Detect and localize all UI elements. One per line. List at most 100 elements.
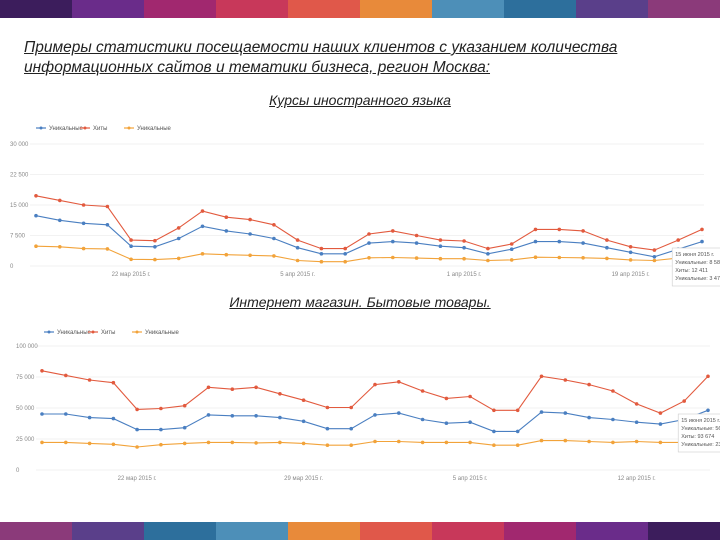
data-point (81, 221, 86, 226)
data-point (391, 255, 395, 260)
data-point (105, 223, 110, 227)
data-point (414, 233, 419, 238)
decor-segment (72, 0, 144, 18)
y-tick-label: 75 000 (16, 375, 35, 381)
data-point (486, 246, 490, 251)
data-point (438, 256, 443, 261)
data-point (278, 440, 282, 445)
tooltip-box (671, 247, 720, 287)
data-point (468, 420, 472, 424)
x-tick-label: 5 апр 2015 г. (280, 272, 315, 278)
decor-segment (288, 522, 360, 540)
y-tick-label: 15 000 (10, 203, 29, 209)
data-point (272, 223, 276, 227)
data-point (682, 399, 686, 403)
legend-marker (83, 126, 87, 130)
legend-marker (127, 126, 131, 130)
x-tick-label: 1 апр 2015 г. (447, 272, 482, 278)
tooltip-line: Уникальные: 3 475 (675, 276, 720, 282)
tooltip-line: 15 июня 2015 г. (681, 418, 720, 424)
series-line (35, 215, 703, 258)
decor-segment (504, 0, 576, 18)
data-point (373, 439, 377, 444)
data-point (206, 385, 211, 390)
data-point (343, 259, 348, 264)
x-tick-label: 19 апр 2015 г. (612, 272, 650, 278)
decor-segment (648, 0, 720, 18)
data-point (319, 259, 324, 264)
data-point (153, 245, 157, 249)
data-point (420, 389, 425, 393)
data-point (462, 245, 466, 250)
data-point (611, 440, 615, 445)
tooltip-line: Хиты: 12 411 (675, 268, 708, 274)
data-point (135, 445, 139, 449)
data-point (533, 227, 538, 232)
x-tick-label: 22 мар 2015 г. (112, 272, 151, 278)
data-point (420, 417, 425, 422)
data-point (349, 443, 354, 447)
data-point (81, 246, 86, 251)
data-point (182, 425, 187, 430)
data-point (200, 252, 205, 256)
data-point (129, 257, 133, 262)
y-tick-label: 0 (16, 468, 20, 474)
tooltip-box (677, 413, 720, 453)
legend-marker (135, 330, 139, 334)
data-point (206, 413, 211, 417)
legend-label: Хиты (93, 126, 107, 132)
data-point (135, 427, 139, 432)
data-point (325, 426, 330, 431)
data-point (182, 441, 187, 446)
data-point (200, 224, 205, 229)
data-point (414, 256, 419, 260)
data-point (301, 398, 306, 402)
data-point (58, 198, 62, 203)
data-point (111, 416, 116, 421)
data-point (349, 405, 354, 410)
data-point (58, 245, 62, 249)
data-point (397, 411, 401, 415)
data-point (468, 440, 472, 445)
y-tick-label: 100 000 (16, 344, 38, 350)
data-point (605, 245, 609, 250)
data-point (563, 411, 568, 415)
data-point (319, 246, 324, 251)
data-point (40, 369, 44, 373)
chart1-svg: Уникальные Хиты Уникальные 0 7 500 15 000 22 5… (10, 126, 720, 287)
data-point (34, 194, 38, 198)
data-point (159, 427, 163, 432)
data-point (40, 412, 44, 416)
data-point (492, 429, 496, 434)
data-point (414, 241, 419, 245)
data-point (230, 440, 235, 445)
data-point (628, 250, 633, 255)
chart2-title: Интернет магазин. Бытовые товары. (229, 294, 491, 310)
data-point (64, 412, 68, 416)
data-point (135, 407, 139, 412)
data-point (278, 392, 282, 396)
legend-label: Хиты (101, 330, 115, 336)
legend-label: Уникальные (145, 330, 180, 336)
data-point (373, 382, 377, 387)
data-point (373, 413, 377, 417)
y-tick-label: 22 500 (10, 173, 29, 179)
data-point (652, 258, 657, 263)
data-point (254, 441, 258, 445)
data-point (87, 415, 92, 420)
legend-marker (47, 330, 51, 334)
data-point (200, 209, 205, 213)
top-decor-bar (0, 0, 720, 18)
data-point (581, 256, 585, 260)
legend-label: Уникальные (137, 126, 172, 132)
data-point (563, 378, 568, 382)
y-tick-label: 30 000 (10, 142, 29, 148)
data-point (224, 215, 229, 219)
data-point (182, 403, 187, 408)
decor-segment (576, 522, 648, 540)
data-point (581, 241, 585, 245)
data-point (539, 374, 544, 379)
data-point (111, 380, 116, 385)
legend-label: Уникальные (57, 330, 92, 336)
data-point (111, 442, 116, 447)
